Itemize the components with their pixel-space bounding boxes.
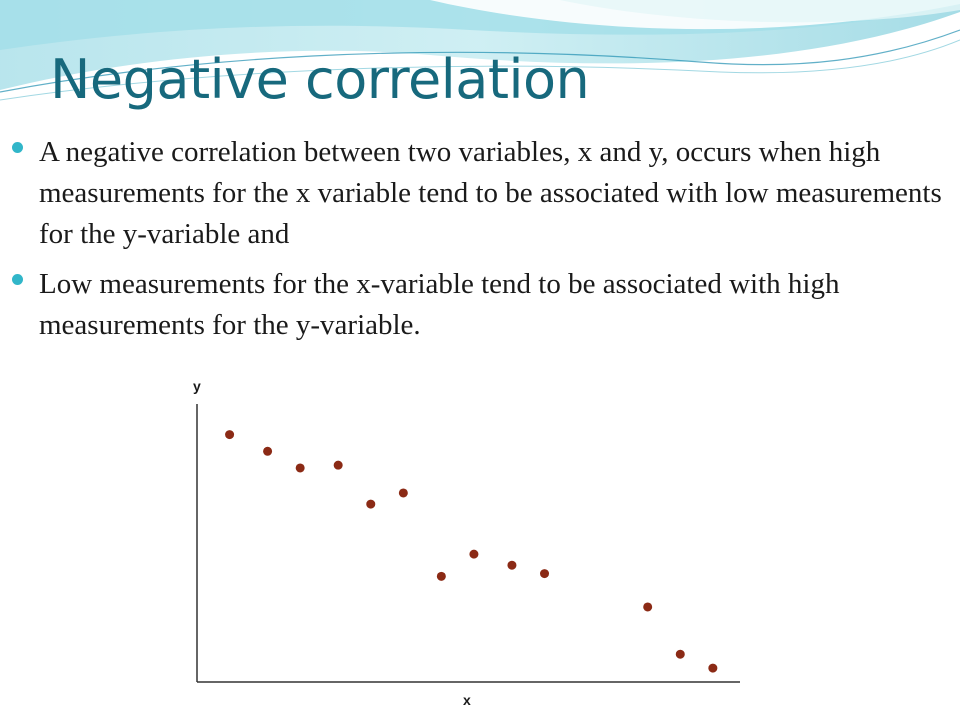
data-point xyxy=(708,663,718,673)
bullet-marker-icon xyxy=(12,274,23,285)
bullet-item: Low measurements for the x-variable tend… xyxy=(12,264,947,346)
x-axis-label: x xyxy=(463,692,471,708)
data-point xyxy=(540,569,550,579)
bullet-marker-icon xyxy=(12,142,23,153)
data-point xyxy=(366,499,376,509)
data-point xyxy=(507,560,517,570)
y-axis-label: y xyxy=(193,378,201,394)
scatter-plot xyxy=(196,404,740,683)
header-wave-decoration xyxy=(0,0,960,101)
data-point xyxy=(436,571,446,581)
bullet-item: A negative correlation between two varia… xyxy=(12,132,947,255)
slide-title: Negative correlation xyxy=(50,48,590,111)
data-point xyxy=(333,460,343,470)
data-point xyxy=(469,549,479,559)
data-point xyxy=(225,430,235,440)
bullet-text: A negative correlation between two varia… xyxy=(39,136,942,250)
data-point xyxy=(398,488,408,498)
data-point xyxy=(295,463,305,473)
data-point xyxy=(263,446,273,456)
data-point xyxy=(643,602,653,612)
scatter-figure: y x xyxy=(168,364,766,720)
bullet-text: Low measurements for the x-variable tend… xyxy=(39,268,840,341)
bullet-list: A negative correlation between two varia… xyxy=(12,132,947,355)
data-points xyxy=(225,430,718,673)
data-point xyxy=(675,649,685,659)
